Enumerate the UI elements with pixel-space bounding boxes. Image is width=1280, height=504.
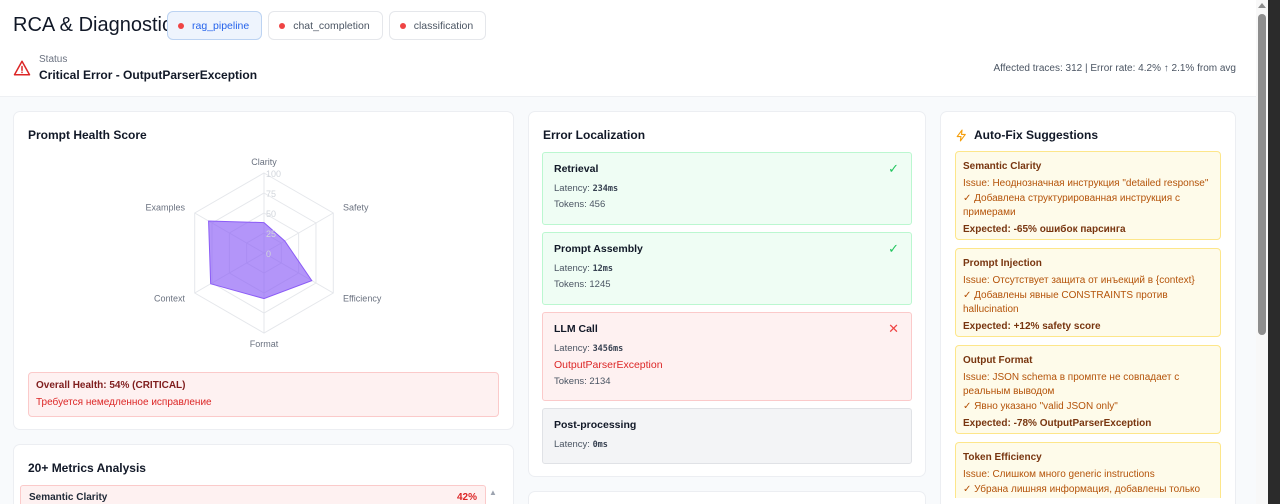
tokens: Tokens: 2134 xyxy=(554,376,611,387)
tokens: Tokens: 456 xyxy=(554,199,606,210)
check-icon: ✓ xyxy=(888,161,899,176)
fix-item[interactable]: Prompt Injection Issue: Отсутствует защи… xyxy=(955,248,1221,337)
metric-value: 42% xyxy=(456,492,477,503)
scroll-up-arrow-icon[interactable] xyxy=(1258,3,1266,8)
status-label: Status xyxy=(39,54,68,65)
fix-issue: Issue: Отсутствует защита от инъекций в … xyxy=(963,275,1195,286)
fix-action: ✓ Добавлены явные CONSTRAINTS против hal… xyxy=(963,290,1168,315)
status-block: Status Critical Error - OutputParserExce… xyxy=(13,54,257,82)
fix-item[interactable]: Semantic Clarity Issue: Неоднозначная ин… xyxy=(955,151,1221,240)
check-icon: ✓ xyxy=(888,241,899,256)
fix-expected: Expected: +12% safety score xyxy=(963,321,1101,332)
fix-issue: Issue: Слишком много generic instruction… xyxy=(963,469,1155,480)
fix-issue: Issue: Неоднозначная инструкция "detaile… xyxy=(963,178,1209,189)
tab-chat-completion[interactable]: chat_completion xyxy=(268,11,383,40)
tab-label: classification xyxy=(413,19,474,32)
pipeline-tabs: rag_pipeline chat_completion classificat… xyxy=(167,11,487,40)
latency-value: 0ms xyxy=(592,440,608,450)
tab-classification[interactable]: classification xyxy=(388,11,487,40)
header: RCA & Diagnostics rag_pipeline chat_comp… xyxy=(0,0,1256,97)
stage-retrieval[interactable]: Retrieval ✓ Latency: 234ms Tokens: 456 xyxy=(542,152,912,225)
radar-axis-label: Clarity xyxy=(251,157,277,167)
latency-value: 3456ms xyxy=(592,344,624,354)
latency-label: Latency: xyxy=(554,263,593,274)
latency-label: Latency: xyxy=(554,343,593,354)
fix-expected: Expected: -65% ошибок парсинга xyxy=(963,224,1126,235)
status-value: Critical Error - OutputParserException xyxy=(39,68,258,82)
latency-value: 234ms xyxy=(592,184,619,194)
stage-name: LLM Call xyxy=(554,323,598,335)
fix-action: ✓ Убрана лишняя информация, добавлены то… xyxy=(963,484,1201,495)
latency-label: Latency: xyxy=(554,183,593,194)
page-title: RCA & Diagnostics xyxy=(13,14,182,36)
metric-semantic-clarity[interactable]: Semantic Clarity 42% xyxy=(20,485,486,504)
radar-axis-label: Format xyxy=(250,339,279,349)
overall-health: Overall Health: 54% (CRITICAL) xyxy=(36,380,186,391)
metric-name: Semantic Clarity xyxy=(29,492,108,503)
status-dot xyxy=(279,22,286,29)
tab-rag-pipeline[interactable]: rag_pipeline xyxy=(167,11,263,40)
metrics-scroll-up[interactable]: ▲ xyxy=(489,488,497,497)
card-title: Error Localization xyxy=(543,128,646,142)
tab-label: rag_pipeline xyxy=(192,19,250,32)
fix-name: Prompt Injection xyxy=(963,258,1042,269)
card-title: Auto-Fix Suggestions xyxy=(955,128,1098,142)
error-localization-card: Error Localization Retrieval ✓ Latency: … xyxy=(528,111,926,477)
auto-fix-card: Auto-Fix Suggestions Semantic Clarity Is… xyxy=(940,111,1236,504)
fix-item[interactable]: Output Format Issue: JSON schema в промп… xyxy=(955,345,1221,434)
fix-name: Semantic Clarity xyxy=(963,161,1042,172)
radar-series-area xyxy=(208,220,313,300)
radar-axis-label: Context xyxy=(154,294,186,304)
radar-tick-label: 75 xyxy=(266,189,276,199)
stage-name: Retrieval xyxy=(554,163,599,175)
page-scrollbar[interactable] xyxy=(1256,0,1268,504)
radar-axis-label: Safety xyxy=(343,202,369,212)
next-card xyxy=(528,491,926,504)
warning-icon xyxy=(13,60,31,76)
fix-action: ✓ Явно указано "valid JSON only" xyxy=(963,401,1118,412)
radar-axis-label: Examples xyxy=(146,202,186,212)
radar-tick-label: 50 xyxy=(266,209,276,219)
radar-tick-label: 100 xyxy=(266,169,281,179)
fix-name: Token Efficiency xyxy=(963,452,1042,463)
radar-chart: 0 25 50 75 100 Clarity Safety Efficiency Format C… xyxy=(146,157,382,349)
stage-name: Prompt Assembly xyxy=(554,243,643,255)
status-dot xyxy=(178,22,184,29)
scrollbar-thumb[interactable] xyxy=(1258,14,1266,335)
radar-tick-label: 25 xyxy=(266,229,276,239)
radar-tick-label: 0 xyxy=(266,249,271,259)
status-dot xyxy=(399,22,406,29)
error-name: OutputParserException xyxy=(554,359,663,371)
stage-prompt-assembly[interactable]: Prompt Assembly ✓ Latency: 12ms Tokens: … xyxy=(542,232,912,305)
latency-value: 12ms xyxy=(592,264,614,274)
fix-issue: Issue: JSON schema в промпте не совпадае… xyxy=(963,372,1180,397)
fix-item[interactable]: Token Efficiency Issue: Слишком много ge… xyxy=(955,442,1221,498)
stage-llm-call[interactable]: LLM Call ✕ Latency: 3456ms OutputParserE… xyxy=(542,312,912,401)
affected-traces: Affected traces: 312 | Error rate: 4.2% … xyxy=(993,63,1236,74)
overall-health-alert: Overall Health: 54% (CRITICAL) Требуется… xyxy=(28,372,499,417)
latency-label: Latency: xyxy=(554,439,593,450)
fix-action: ✓ Добавлена структурированная инструкция… xyxy=(963,193,1180,218)
radar-axis-label: Efficiency xyxy=(343,294,382,304)
card-title: Prompt Health Score xyxy=(28,128,147,142)
prompt-health-card: Prompt Health Score 0 25 50 75 100 Clarity Saf… xyxy=(13,111,514,430)
health-note: Требуется немедленное исправление xyxy=(36,397,212,408)
tokens: Tokens: 1245 xyxy=(554,279,611,290)
card-title-text: Auto-Fix Suggestions xyxy=(974,128,1098,142)
stage-name: Post-processing xyxy=(554,419,637,431)
stage-post-processing[interactable]: Post-processing Latency: 0ms xyxy=(542,408,912,464)
fix-name: Output Format xyxy=(963,355,1033,366)
fix-expected: Expected: -78% OutputParserException xyxy=(963,418,1152,429)
lightning-icon xyxy=(956,129,966,141)
close-icon: ✕ xyxy=(888,321,899,336)
tab-label: chat_completion xyxy=(293,19,370,32)
card-title: 20+ Metrics Analysis xyxy=(28,461,146,475)
